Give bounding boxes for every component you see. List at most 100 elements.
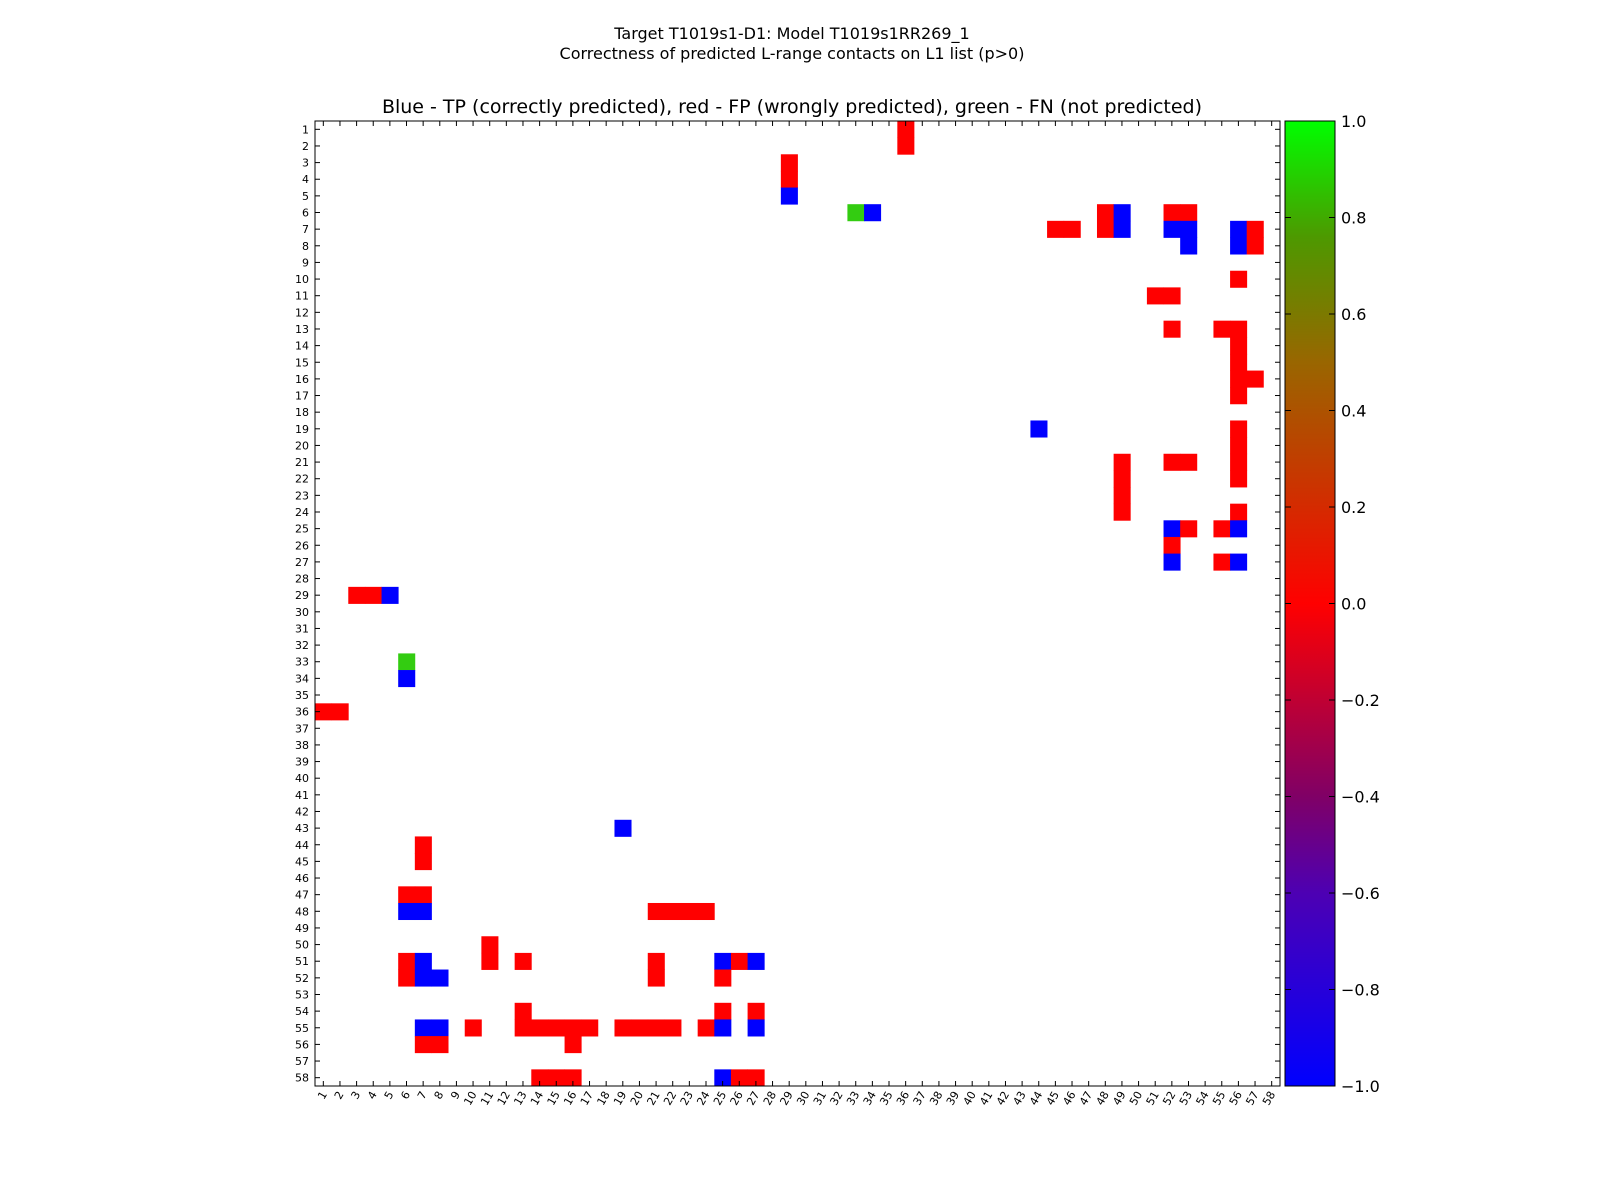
heatmap-cell	[1180, 520, 1198, 538]
x-tick-label: 33	[844, 1089, 862, 1108]
heatmap-cell	[398, 952, 416, 970]
heatmap-cell	[780, 170, 798, 188]
plot-area	[315, 121, 1280, 1086]
x-tick-label: 6	[398, 1089, 413, 1102]
y-tick-label: 14	[295, 340, 309, 353]
heatmap-cell	[1230, 453, 1248, 471]
x-tick-label: 26	[728, 1089, 746, 1108]
colorbar-tick-label: −0.4	[1341, 788, 1380, 807]
x-tick-label: 25	[711, 1089, 729, 1108]
heatmap-cell	[398, 902, 416, 921]
colorbar-tick-label: 0.6	[1341, 305, 1366, 324]
heatmap-cell	[331, 703, 349, 721]
heatmap-cell	[1213, 553, 1231, 571]
y-tick-label: 12	[295, 306, 309, 319]
figure-suptitle-line1: Target T1019s1-D1: Model T1019s1RR269_1	[613, 24, 969, 44]
y-tick-label: 19	[295, 423, 309, 436]
heatmap-cell	[1113, 470, 1131, 488]
y-tick-label: 54	[295, 1005, 309, 1018]
heatmap-cell	[1230, 370, 1248, 388]
y-tick-label: 3	[302, 157, 309, 170]
y-tick-label: 50	[295, 939, 309, 952]
x-tick-label: 24	[694, 1089, 712, 1108]
y-tick-label: 20	[295, 439, 309, 452]
heatmap-cell	[414, 853, 432, 871]
heatmap-cell	[1246, 220, 1264, 238]
heatmap-cell	[398, 969, 416, 987]
heatmap-cell	[1146, 287, 1164, 305]
heatmap-cell	[614, 1019, 632, 1037]
x-tick-label: 53	[1177, 1089, 1195, 1108]
x-tick-label: 56	[1227, 1089, 1245, 1108]
heatmap-cell	[730, 1069, 748, 1087]
heatmap-cell	[664, 902, 682, 921]
heatmap-cell	[1230, 437, 1248, 455]
x-tick-label: 32	[827, 1089, 845, 1108]
heatmap-cell	[714, 969, 732, 987]
y-tick-label: 46	[295, 872, 309, 885]
x-tick-label: 3	[348, 1089, 363, 1102]
colorbar-tick-label: 1.0	[1341, 112, 1366, 131]
heatmap-cell	[1113, 220, 1131, 238]
y-tick-label: 35	[295, 689, 309, 702]
x-tick-label: 19	[611, 1089, 629, 1108]
colorbar-tick-label: −0.6	[1341, 884, 1380, 903]
x-tick-labels: 1 2 3 4 5 6 7 8 91011121314151617181920212223242…	[315, 1089, 1278, 1108]
heatmap-cell	[1096, 204, 1115, 222]
y-tick-label: 11	[295, 290, 309, 303]
x-tick-label: 45	[1044, 1089, 1062, 1108]
y-tick-label: 27	[295, 556, 309, 569]
y-tick-label: 7	[302, 223, 309, 236]
x-tick-label: 27	[744, 1089, 762, 1108]
heatmap-cell	[1163, 453, 1181, 471]
heatmap-cell	[614, 819, 632, 837]
x-tick-label: 9	[448, 1089, 463, 1102]
y-tick-label: 28	[295, 573, 309, 586]
heatmap-cell	[714, 1002, 732, 1020]
x-tick-label: 16	[561, 1089, 579, 1108]
heatmap-cell	[1113, 453, 1131, 471]
heatmap-cell	[398, 670, 416, 688]
x-tick-label: 55	[1210, 1089, 1228, 1108]
heatmap-cell	[1213, 320, 1231, 338]
x-tick-label: 13	[511, 1089, 529, 1108]
x-tick-label: 41	[977, 1089, 995, 1108]
x-tick-label: 48	[1094, 1089, 1112, 1108]
y-tick-label: 56	[295, 1038, 309, 1051]
y-tick-label: 34	[295, 672, 309, 685]
heatmap-cell	[514, 1019, 532, 1037]
heatmap-cell	[414, 1036, 432, 1054]
y-tick-label: 2	[302, 140, 309, 153]
heatmap-cell	[1163, 287, 1181, 305]
heatmap-cell	[1163, 553, 1181, 571]
colorbar-tick-label: −0.2	[1341, 691, 1380, 710]
colorbar-tick-label: 0.0	[1341, 595, 1366, 614]
x-tick-label: 54	[1193, 1089, 1211, 1108]
heatmap-cell	[647, 902, 665, 921]
heatmap-cell	[481, 952, 499, 970]
x-tick-label: 18	[595, 1089, 613, 1108]
heatmap-cell	[1230, 553, 1248, 571]
heatmap-cell	[514, 952, 532, 970]
heatmap-cell	[780, 187, 798, 205]
y-tick-label: 8	[302, 240, 309, 253]
heatmap-cell	[1230, 237, 1248, 255]
y-tick-label: 1	[302, 123, 309, 136]
x-tick-label: 36	[894, 1089, 912, 1108]
x-tick-label: 49	[1110, 1089, 1128, 1108]
y-tick-label: 4	[302, 173, 309, 186]
x-tick-label: 52	[1160, 1089, 1178, 1108]
heatmap-cell	[1113, 503, 1131, 521]
y-tick-label: 40	[295, 772, 309, 785]
y-tick-label: 13	[295, 323, 309, 336]
heatmap-cell	[431, 969, 449, 987]
heatmap-cell	[847, 204, 865, 222]
y-tick-label: 37	[295, 722, 309, 735]
y-tick-label: 16	[295, 373, 309, 386]
heatmap-cell	[714, 952, 732, 970]
y-tick-label: 47	[295, 889, 309, 902]
heatmap-cell	[431, 1036, 449, 1054]
x-tick-label: 14	[528, 1089, 546, 1108]
heatmap-cell	[1230, 320, 1248, 338]
